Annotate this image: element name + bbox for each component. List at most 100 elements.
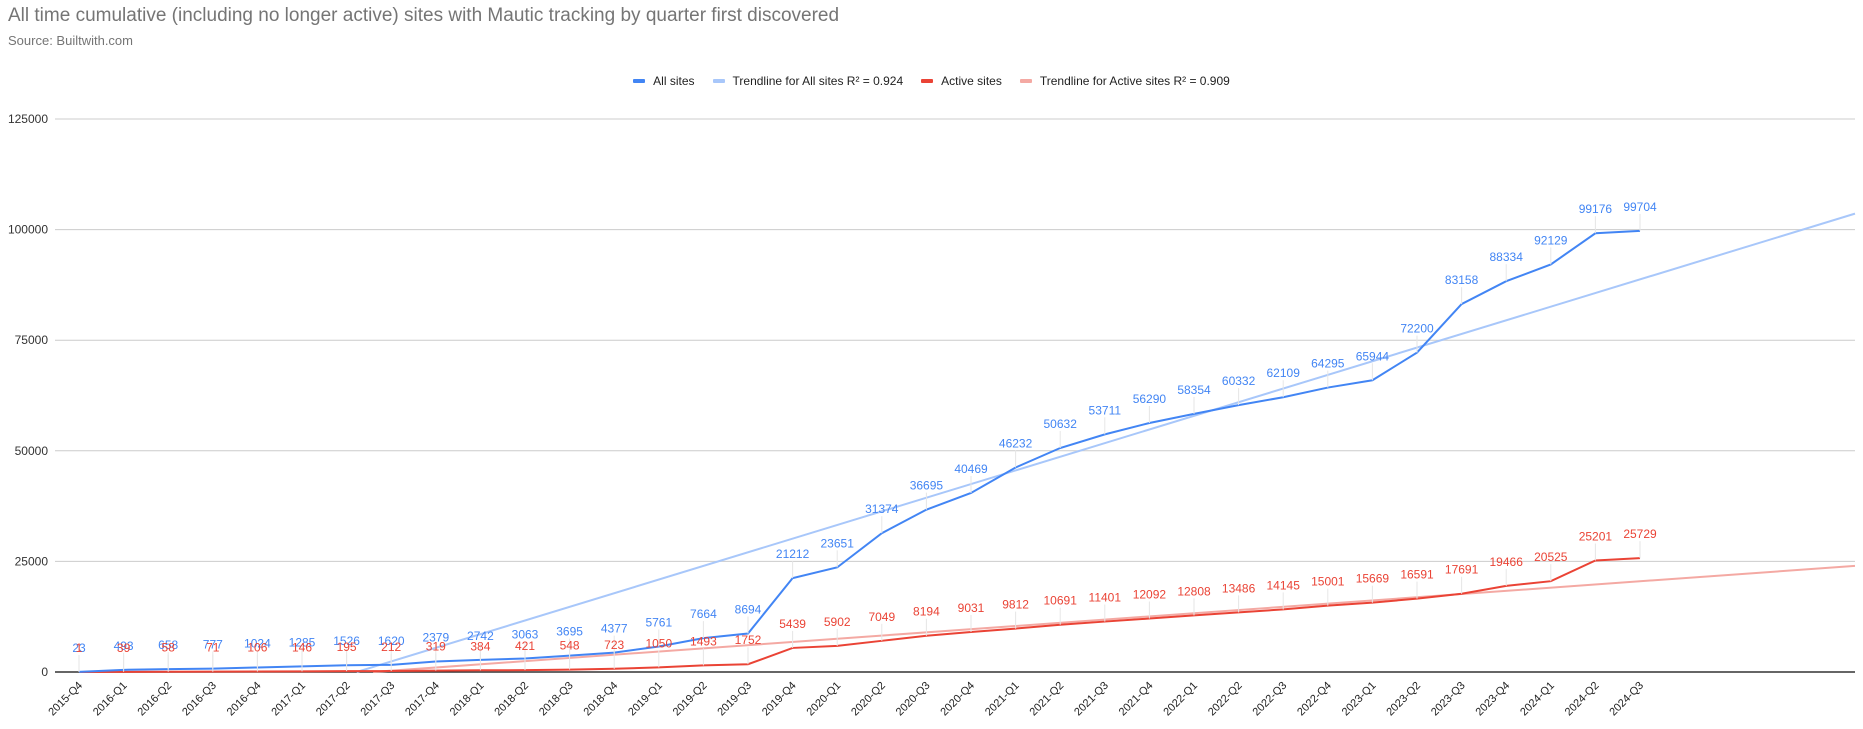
x-tick-label: 2018-Q2 — [492, 680, 531, 719]
data-label: 2742 — [467, 629, 494, 643]
data-label: 15001 — [1311, 575, 1345, 589]
data-label: 56290 — [1133, 392, 1167, 406]
data-label: 493 — [114, 639, 134, 653]
legend-item-active-trend[interactable]: Trendline for Active sites R² = 0.909 — [1019, 74, 1230, 88]
x-tick-label: 2020-Q4 — [938, 680, 977, 719]
data-label: 31374 — [865, 502, 899, 516]
x-tick-label: 2023-Q2 — [1384, 680, 1423, 719]
x-tick-label: 2022-Q3 — [1251, 680, 1290, 719]
legend-label: Trendline for All sites R² = 0.924 — [732, 74, 904, 88]
chart-title: All time cumulative (including no longer… — [8, 5, 840, 26]
data-label: 658 — [158, 638, 178, 652]
x-tick-label: 2017-Q2 — [314, 680, 353, 719]
data-label: 5902 — [824, 615, 851, 629]
data-label: 195 — [337, 640, 357, 654]
data-label: 99176 — [1579, 202, 1613, 216]
data-label: 21212 — [776, 547, 810, 561]
legend-label: Active sites — [941, 74, 1002, 88]
x-tick-label: 2024-Q3 — [1607, 680, 1646, 719]
x-tick-label: 2016-Q2 — [136, 680, 175, 719]
data-label: 64295 — [1311, 357, 1345, 371]
data-label: 1024 — [244, 636, 271, 650]
data-label: 62109 — [1267, 366, 1301, 380]
x-tick-label: 2019-Q1 — [626, 680, 665, 719]
data-label: 13486 — [1222, 581, 1256, 595]
data-label: 7049 — [868, 610, 895, 624]
legend-swatch-icon — [712, 79, 725, 83]
x-tick-label: 2017-Q1 — [269, 680, 308, 719]
data-label: 1526 — [333, 634, 360, 648]
data-label: 146 — [292, 640, 312, 654]
data-label: 1752 — [735, 633, 762, 647]
data-label: 14145 — [1267, 578, 1301, 592]
data-label: 65944 — [1356, 349, 1390, 363]
data-label: 23 — [72, 641, 86, 655]
data-label: 548 — [560, 639, 580, 653]
data-label: 1 — [76, 641, 83, 655]
data-label: 20525 — [1534, 550, 1568, 564]
data-label: 319 — [426, 640, 446, 654]
data-label: 23651 — [821, 536, 855, 550]
y-tick-label: 25000 — [15, 554, 49, 568]
series-line-all-sites — [78, 229, 1641, 673]
data-label: 2379 — [422, 630, 449, 644]
data-label: 106 — [247, 641, 267, 655]
data-label: 421 — [515, 639, 535, 653]
data-label: 1285 — [289, 635, 316, 649]
data-label: 58354 — [1177, 383, 1211, 397]
data-label: 10691 — [1044, 594, 1078, 608]
x-tick-label: 2023-Q4 — [1474, 680, 1513, 719]
legend-item-active-sites[interactable]: Active sites — [921, 74, 1002, 88]
x-tick-label: 2022-Q2 — [1206, 680, 1245, 719]
data-label: 5439 — [779, 617, 806, 631]
data-label: 723 — [604, 638, 624, 652]
chart-subtitle: Source: Builtwith.com — [8, 33, 133, 48]
data-label: 4377 — [601, 622, 628, 636]
x-tick-label: 2021-Q3 — [1072, 680, 1111, 719]
data-label: 60332 — [1222, 374, 1256, 388]
data-label: 92129 — [1534, 233, 1568, 247]
x-tick-label: 2018-Q1 — [448, 680, 487, 719]
y-tick-label: 125000 — [8, 112, 48, 126]
x-tick-label: 2022-Q4 — [1295, 680, 1334, 719]
data-label: 83158 — [1445, 273, 1479, 287]
x-tick-label: 2016-Q3 — [180, 680, 219, 719]
trendline-all-sites — [356, 212, 1856, 673]
data-label: 17691 — [1445, 563, 1479, 577]
x-tick-label: 2016-Q4 — [225, 680, 264, 719]
legend-item-all-sites[interactable]: All sites — [633, 74, 695, 88]
data-label: 19466 — [1490, 555, 1524, 569]
data-label: 384 — [470, 639, 490, 653]
x-tick-label: 2023-Q1 — [1340, 680, 1379, 719]
legend-swatch-icon — [1019, 79, 1032, 83]
legend-swatch-icon — [633, 79, 646, 83]
x-tick-label: 2020-Q3 — [894, 680, 933, 719]
x-tick-label: 2019-Q2 — [671, 680, 710, 719]
x-tick-label: 2021-Q2 — [1028, 680, 1067, 719]
data-label: 12808 — [1177, 584, 1211, 598]
data-label: 58 — [162, 641, 176, 655]
legend-item-all-trend[interactable]: Trendline for All sites R² = 0.924 — [712, 74, 904, 88]
data-label: 53711 — [1089, 403, 1122, 417]
x-tick-label: 2019-Q4 — [760, 680, 799, 719]
data-label: 8694 — [735, 603, 762, 617]
data-label: 25201 — [1579, 530, 1613, 544]
legend-label: All sites — [653, 74, 695, 88]
x-tick-label: 2018-Q3 — [537, 680, 576, 719]
data-label: 12092 — [1133, 588, 1167, 602]
x-tick-label: 2017-Q4 — [403, 680, 442, 719]
data-label: 16591 — [1400, 568, 1434, 582]
legend-swatch-icon — [921, 79, 934, 83]
x-tick-label: 2015-Q4 — [46, 680, 85, 719]
series-line-active-sites — [78, 557, 1641, 673]
x-tick-label: 2017-Q3 — [359, 680, 398, 719]
data-label: 1050 — [645, 636, 672, 650]
data-label: 46232 — [999, 436, 1033, 450]
data-label: 7664 — [690, 607, 717, 621]
data-label: 212 — [381, 640, 401, 654]
x-tick-label: 2024-Q2 — [1563, 680, 1602, 719]
trendline-active-sites — [373, 564, 1856, 673]
x-tick-label: 2021-Q1 — [983, 680, 1022, 719]
data-label: 8194 — [913, 605, 940, 619]
